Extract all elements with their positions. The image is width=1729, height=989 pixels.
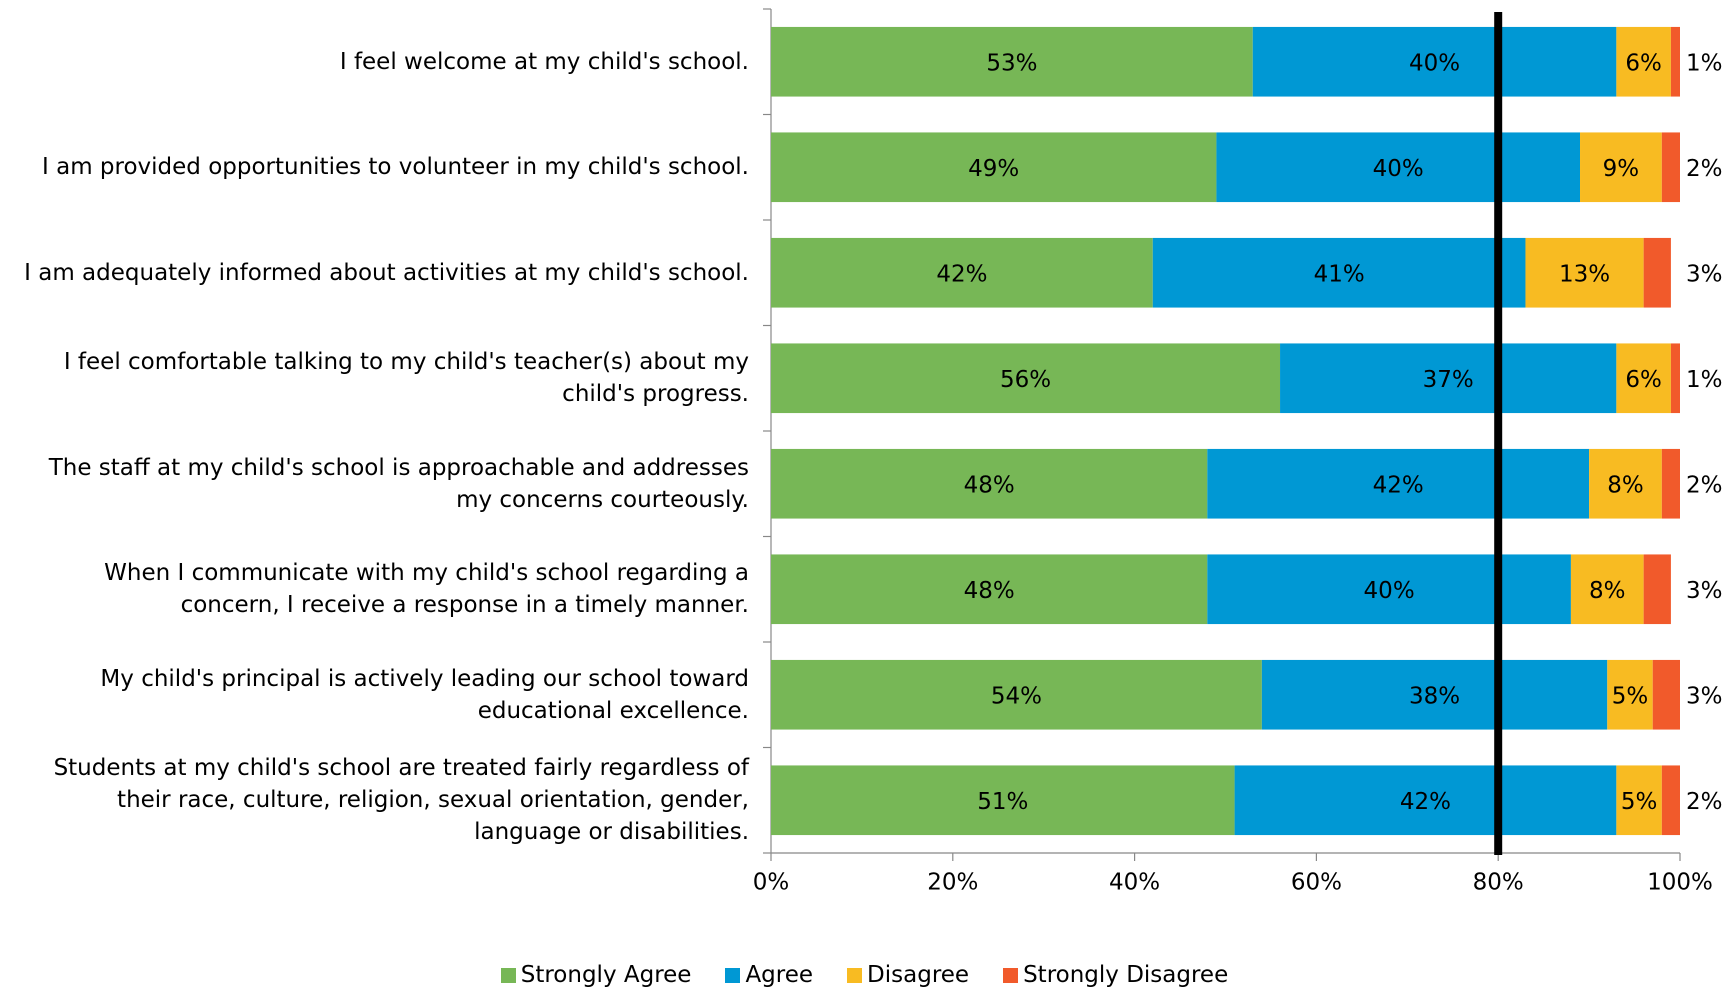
x-tick-label: 0% xyxy=(753,870,790,896)
data-label: 13% xyxy=(1559,261,1610,287)
bar-segment xyxy=(1207,554,1571,625)
legend-item: Strongly Disagree xyxy=(1003,962,1228,988)
category-label: I am adequately informed about activitie… xyxy=(24,259,749,286)
data-label: 5% xyxy=(1612,683,1649,709)
bar-segment xyxy=(1589,448,1662,519)
data-label: 3% xyxy=(1686,578,1723,604)
legend-swatch xyxy=(1003,967,1019,983)
data-label: 3% xyxy=(1686,261,1723,287)
data-label: 8% xyxy=(1607,472,1644,498)
data-label: 53% xyxy=(986,50,1037,76)
data-label: 51% xyxy=(977,789,1028,815)
data-label: 2% xyxy=(1686,156,1723,182)
bar-segment xyxy=(771,343,1281,414)
bar-segment xyxy=(1661,448,1680,519)
bar-segment xyxy=(771,765,1235,836)
category-label: My child's principal is actively leading… xyxy=(100,665,749,724)
bar-segment xyxy=(1670,343,1680,414)
data-label: 1% xyxy=(1686,367,1723,393)
data-label: 54% xyxy=(991,683,1042,709)
data-label: 48% xyxy=(964,578,1015,604)
data-label: 42% xyxy=(1373,472,1424,498)
data-label: 6% xyxy=(1625,50,1662,76)
data-label: 3% xyxy=(1686,683,1723,709)
bar-segment xyxy=(1234,765,1617,836)
category-label: I am provided opportunities to volunteer… xyxy=(42,154,749,181)
data-label: 49% xyxy=(968,156,1019,182)
data-label: 56% xyxy=(1000,367,1051,393)
legend-swatch xyxy=(500,967,516,983)
data-label: 6% xyxy=(1625,367,1662,393)
data-label: 37% xyxy=(1423,367,1474,393)
bar-segment xyxy=(1152,237,1526,308)
data-label: 8% xyxy=(1589,578,1626,604)
bar-segment xyxy=(771,237,1153,308)
bar-segment xyxy=(771,448,1208,519)
data-label: 48% xyxy=(964,472,1015,498)
bar-segment xyxy=(1216,132,1581,203)
legend-item: Agree xyxy=(725,962,813,988)
bar-segment xyxy=(1261,659,1608,730)
category-label: The staff at my child's school is approa… xyxy=(48,454,749,513)
bar-segment xyxy=(1525,237,1644,308)
data-label: 42% xyxy=(1400,789,1451,815)
data-label: 40% xyxy=(1409,50,1460,76)
bar-segment xyxy=(1252,26,1617,97)
data-label: 40% xyxy=(1373,156,1424,182)
data-label: 38% xyxy=(1409,683,1460,709)
bar-segment xyxy=(771,132,1217,203)
x-tick-label: 80% xyxy=(1473,870,1524,896)
bar-segment xyxy=(1616,343,1671,414)
bar-segment xyxy=(771,659,1262,730)
bar-segment xyxy=(1207,448,1590,519)
legend-swatch xyxy=(725,967,741,983)
data-label: 9% xyxy=(1603,156,1640,182)
data-label: 5% xyxy=(1621,789,1658,815)
bar-segment xyxy=(1652,659,1680,730)
bar-segment xyxy=(1280,343,1617,414)
legend-label: Agree xyxy=(745,962,814,988)
legend: Strongly Agree Agree Disagree Strongly Disa… xyxy=(0,962,1729,988)
legend-swatch xyxy=(847,967,863,983)
bar-segment xyxy=(1580,132,1662,203)
bar-segment xyxy=(1670,26,1680,97)
bar-segment xyxy=(1616,765,1662,836)
bar-segment xyxy=(1661,765,1680,836)
legend-item: Disagree xyxy=(847,962,969,988)
legend-label: Disagree xyxy=(867,962,970,988)
category-label: I feel comfortable talking to my child's… xyxy=(63,349,749,408)
data-label: 2% xyxy=(1686,789,1723,815)
data-label: 2% xyxy=(1686,472,1723,498)
data-label: 42% xyxy=(936,261,987,287)
bar-segment xyxy=(1643,554,1671,625)
bar-segment xyxy=(1643,237,1671,308)
bar-segment xyxy=(1616,26,1671,97)
data-label: 41% xyxy=(1314,261,1365,287)
bar-segment xyxy=(1661,132,1680,203)
category-label: I feel welcome at my child's school. xyxy=(339,48,749,75)
data-label: 1% xyxy=(1686,50,1723,76)
x-tick-label: 60% xyxy=(1291,870,1342,896)
data-label: 40% xyxy=(1364,578,1415,604)
legend-label: Strongly Disagree xyxy=(1023,962,1229,988)
legend-label: Strongly Agree xyxy=(520,962,692,988)
x-tick-label: 100% xyxy=(1647,870,1713,896)
category-label: Students at my child's school are treate… xyxy=(53,755,749,846)
category-label: When I communicate with my child's schoo… xyxy=(104,560,749,619)
bar-segment xyxy=(771,26,1253,97)
x-tick-label: 20% xyxy=(927,870,978,896)
x-tick-label: 40% xyxy=(1109,870,1160,896)
bar-segment xyxy=(1570,554,1644,625)
bar-segment xyxy=(771,554,1208,625)
legend-item: Strongly Agree xyxy=(500,962,692,988)
bar-segment xyxy=(1607,659,1653,730)
